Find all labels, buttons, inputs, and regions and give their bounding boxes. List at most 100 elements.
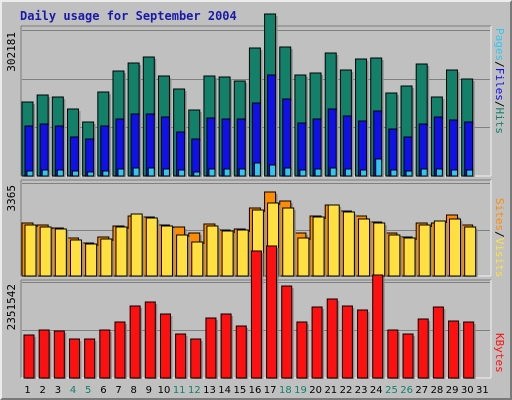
series-files: [24, 74, 475, 177]
bar-pages: [329, 167, 337, 177]
x-tick-label: 9: [146, 385, 152, 396]
bar-visits: [358, 218, 371, 277]
bar-pages: [451, 169, 459, 177]
bar-files: [312, 118, 322, 177]
bar-kbytes: [129, 305, 141, 379]
x-tick-label: 3: [55, 385, 61, 396]
bar-visits: [236, 229, 249, 277]
bar-files: [388, 128, 398, 177]
x-tick-label: 24: [370, 385, 383, 396]
x-tick-label: 7: [115, 385, 121, 396]
x-tick-label: 30: [461, 385, 474, 396]
side-label-middle: Sites/Visits: [493, 198, 506, 278]
bar-files: [342, 115, 352, 177]
x-tick-label: 23: [355, 385, 368, 396]
bar-pages: [360, 169, 368, 177]
bar-kbytes: [220, 313, 232, 379]
bar-files: [449, 119, 459, 177]
bar-visits: [449, 218, 462, 277]
bar-pages: [375, 158, 383, 177]
bar-visits: [160, 225, 173, 277]
bar-pages: [299, 169, 307, 177]
bar-visits: [342, 211, 355, 277]
x-tick-label: 14: [218, 385, 231, 396]
bar-kbytes: [296, 321, 308, 379]
bar-kbytes: [448, 320, 460, 379]
series-kbytes: [23, 245, 476, 379]
bar-kbytes: [159, 313, 171, 379]
bar-kbytes: [417, 318, 429, 379]
bar-files: [358, 120, 368, 177]
bar-kbytes: [175, 333, 187, 379]
x-tick-label: 5: [85, 385, 91, 396]
bar-pages: [253, 162, 261, 177]
bar-pages: [420, 168, 428, 177]
side-label-word: /: [493, 61, 506, 68]
x-axis-labels: 1 2 3 4 5 6 7 8 9 10 11 12 13 14 15 16 17 18 19 20 21 22 23 24 2…: [24, 385, 488, 396]
bar-files: [85, 138, 95, 177]
panel-1: 302181: [5, 13, 492, 177]
side-label-word: /: [493, 231, 506, 238]
bar-files: [115, 118, 125, 177]
side-label-word: Visits: [493, 238, 506, 278]
panel-2: 3365: [5, 179, 492, 277]
bar-visits: [221, 230, 234, 277]
bar-visits: [464, 226, 477, 277]
bar-files: [433, 116, 443, 177]
bar-visits: [433, 220, 446, 277]
bar-pages: [41, 169, 49, 177]
bar-kbytes: [402, 333, 414, 379]
bar-kbytes: [281, 285, 293, 379]
x-tick-label: 8: [131, 385, 137, 396]
bar-kbytes: [311, 306, 323, 379]
bar-files: [145, 113, 155, 177]
bar-kbytes: [23, 334, 35, 379]
bar-pages: [178, 169, 186, 177]
x-tick-label: 21: [324, 385, 337, 396]
bar-pages: [87, 171, 95, 177]
side-label-word: /: [493, 101, 506, 108]
bar-visits: [24, 224, 37, 277]
y-max-label: 3365: [5, 185, 18, 212]
bar-pages: [238, 168, 246, 177]
chart-title: Daily usage for September 2004: [20, 9, 237, 23]
bar-visits: [191, 241, 204, 277]
x-tick-label: 26: [400, 385, 413, 396]
bar-files: [282, 98, 292, 177]
bar-kbytes: [68, 338, 80, 379]
bar-files: [24, 125, 34, 177]
x-tick-label: 2: [40, 385, 46, 396]
bar-pages: [193, 171, 201, 177]
bar-visits: [69, 239, 82, 277]
x-tick-label: 4: [70, 385, 76, 396]
bar-pages: [314, 168, 322, 177]
bar-kbytes: [341, 305, 353, 379]
bar-visits: [312, 216, 325, 277]
x-tick-label: 1: [24, 385, 30, 396]
side-label-word: KBytes: [493, 333, 506, 373]
x-tick-label: 29: [446, 385, 459, 396]
bar-files: [54, 125, 64, 177]
x-tick-label: 18: [279, 385, 292, 396]
bar-kbytes: [250, 250, 262, 379]
series-visits: [24, 202, 478, 277]
bar-visits: [418, 224, 431, 277]
bar-files: [267, 74, 277, 177]
bar-pages: [117, 168, 125, 177]
bar-visits: [403, 237, 416, 277]
bar-files: [236, 118, 246, 177]
bar-pages: [223, 168, 231, 177]
bar-visits: [388, 234, 401, 277]
bar-kbytes: [266, 245, 278, 379]
bar-pages: [284, 167, 292, 177]
bar-visits: [54, 228, 67, 277]
bar-kbytes: [144, 301, 156, 379]
x-tick-label: 6: [100, 385, 106, 396]
bar-kbytes: [114, 321, 126, 379]
bar-kbytes: [99, 329, 111, 379]
bar-pages: [269, 164, 277, 177]
bar-pages: [26, 170, 34, 177]
bar-visits: [145, 217, 158, 277]
